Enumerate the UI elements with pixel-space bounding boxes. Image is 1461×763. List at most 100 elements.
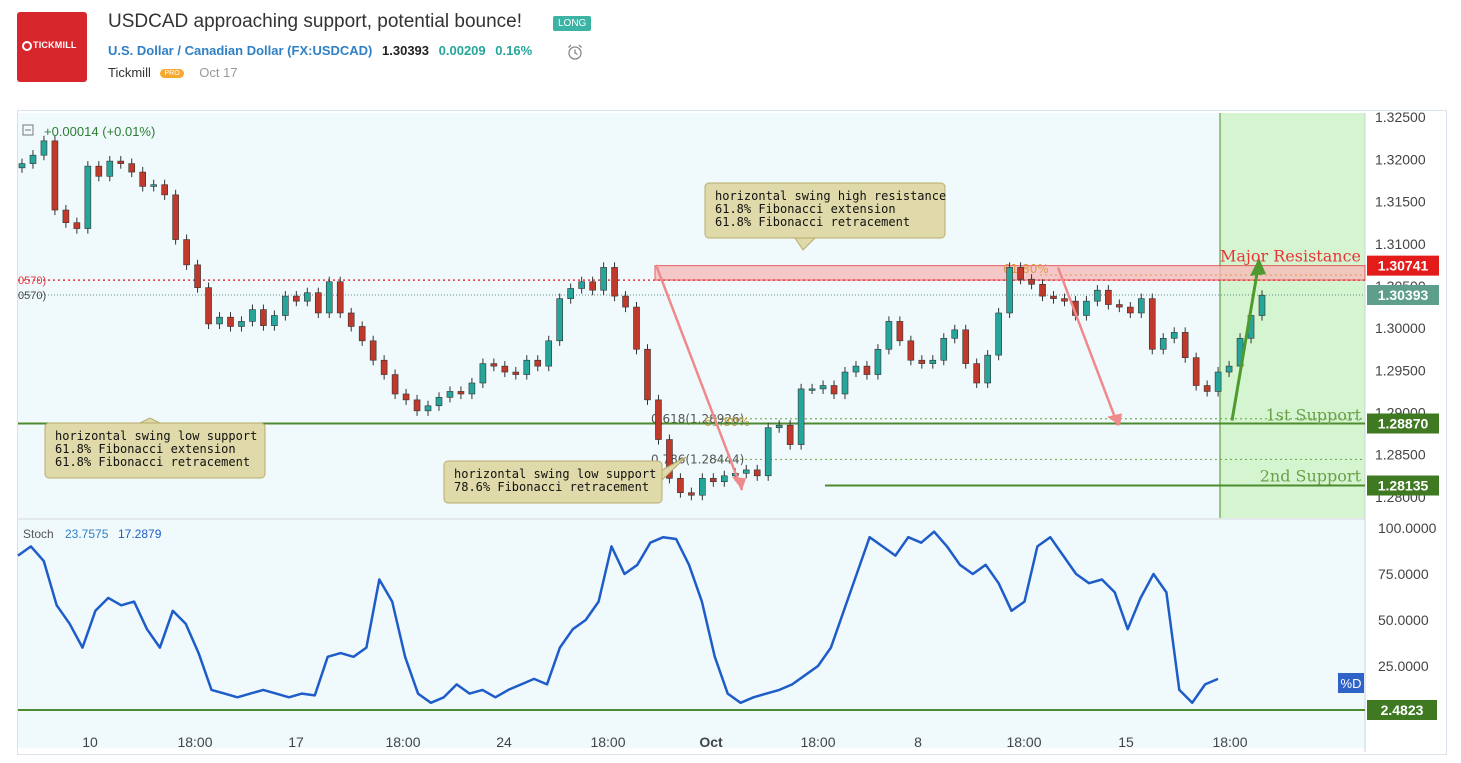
- price-axis-tick: 1.32000: [1375, 151, 1426, 167]
- candle-body: [545, 340, 553, 367]
- downtrend-arrow-2: [1056, 266, 1120, 426]
- stoch-d-badge: %D: [1341, 676, 1362, 691]
- candle-body: [962, 329, 970, 364]
- candle-body: [227, 316, 234, 327]
- candle-body: [710, 478, 717, 483]
- current-price-badge: 1.30393: [1378, 287, 1429, 303]
- header: TICKMILL USDCAD approaching support, pot…: [0, 0, 1461, 100]
- candle-body: [128, 163, 136, 173]
- callout-swing-high-line: 61.8% Fibonacci extension: [715, 202, 896, 216]
- candle-body: [874, 348, 882, 375]
- candle-body: [841, 371, 849, 395]
- candle-body: [40, 140, 48, 156]
- candle-body: [216, 316, 223, 325]
- candle-body: [117, 160, 125, 164]
- candle-body: [413, 399, 421, 412]
- candle-body: [501, 365, 509, 373]
- candle-body: [314, 292, 322, 314]
- candle-body: [391, 374, 399, 395]
- candle-body: [172, 194, 179, 240]
- candle-body: [852, 365, 860, 373]
- time-axis-tick: 15: [1118, 734, 1134, 750]
- bounce-arrow: [1230, 267, 1260, 421]
- fib-618-resistance-label: 61.80%: [1003, 262, 1049, 276]
- candle-body: [84, 165, 92, 229]
- logo-ring-icon: [22, 41, 32, 51]
- callout-swing-low-1: horizontal swing low support 61.8% Fibona…: [44, 417, 266, 479]
- candle-body: [369, 340, 377, 361]
- candle-body: [347, 312, 355, 327]
- candle-body: [1181, 332, 1189, 358]
- candle-body: [1203, 385, 1211, 392]
- candle-body: [1083, 300, 1090, 316]
- candle-body: [995, 312, 1002, 356]
- candle-body: [918, 359, 926, 364]
- price-axis-tick: 1.30000: [1375, 320, 1426, 336]
- candle-body: [633, 306, 640, 350]
- candle-body: [611, 267, 618, 297]
- candle-body: [1105, 289, 1112, 305]
- price-change-legend: +0.00014 (+0.01%): [44, 124, 155, 139]
- candle-body: [808, 388, 816, 391]
- candle-body: [446, 391, 454, 398]
- candle-body: [1258, 294, 1266, 316]
- candle-body: [973, 363, 980, 384]
- alarm-clock-icon[interactable]: [566, 43, 584, 61]
- candle-body: [775, 424, 783, 429]
- candle-body: [819, 385, 827, 390]
- callout-swing-high-line: 61.8% Fibonacci retracement: [715, 215, 910, 229]
- candles: [18, 135, 1266, 501]
- candle-body: [1039, 283, 1046, 297]
- candle-body: [578, 281, 585, 289]
- candle-body: [1094, 289, 1101, 302]
- time-axis-tick: 8: [914, 734, 922, 750]
- candle-body: [1006, 267, 1013, 314]
- candle-body: [95, 165, 103, 177]
- price-axis-tick: 1.32500: [1375, 109, 1426, 125]
- candle-body: [249, 309, 256, 322]
- symbol-name[interactable]: U.S. Dollar / Canadian Dollar: [108, 43, 284, 58]
- collapse-icon: [22, 124, 34, 136]
- candle-body: [1028, 278, 1035, 285]
- candle-body: [885, 321, 893, 350]
- candle-body: [655, 399, 662, 440]
- candle-body: [325, 281, 333, 314]
- tickmill-logo[interactable]: TICKMILL: [17, 12, 87, 82]
- time-axis-tick: 18:00: [385, 734, 420, 750]
- callout-swing-low-1-line: 61.8% Fibonacci retracement: [55, 455, 250, 469]
- candle-body: [940, 337, 948, 361]
- callout-swing-high-line: horizontal swing high resistance: [715, 189, 946, 203]
- candle-body: [567, 288, 574, 299]
- support-2-label: 2nd Support: [1260, 467, 1362, 486]
- candle-body: [1127, 306, 1134, 314]
- callout-swing-low-2-box: [443, 460, 663, 504]
- author-name[interactable]: Tickmill: [108, 65, 151, 80]
- candle-body: [1137, 298, 1145, 314]
- candle-body: [424, 405, 432, 412]
- callout-swing-low-1-box: [44, 422, 266, 479]
- callout-swing-low-2-line: horizontal swing low support: [454, 467, 656, 481]
- time-axis-tick: 18:00: [590, 734, 625, 750]
- stoch-d-badge-bg: [1338, 673, 1364, 693]
- pro-badge: PRO: [160, 69, 184, 79]
- candle-body: [677, 478, 684, 493]
- chart-frame: [17, 110, 1447, 755]
- time-axis-tick: 17: [288, 734, 304, 750]
- candle-body: [1061, 298, 1068, 302]
- candle-body: [282, 295, 289, 316]
- time-axis-tick: 18:00: [1006, 734, 1041, 750]
- candle-body: [293, 295, 300, 302]
- symbol-code[interactable]: (FX:USDCAD): [287, 43, 373, 58]
- candle-body: [150, 184, 157, 187]
- stoch-name: Stoch: [23, 527, 54, 541]
- callout-swing-low-1-line: horizontal swing low support: [55, 429, 257, 443]
- candle-body: [907, 340, 915, 361]
- candle-body: [1017, 267, 1024, 280]
- time-axis-tick: 18:00: [800, 734, 835, 750]
- stoch-axis-tick: 50.0000: [1378, 612, 1429, 628]
- fib-618-overlap-label: 61.80%: [704, 415, 750, 429]
- candle-body: [380, 359, 388, 375]
- support-1-price-badge-bg: [1367, 413, 1439, 434]
